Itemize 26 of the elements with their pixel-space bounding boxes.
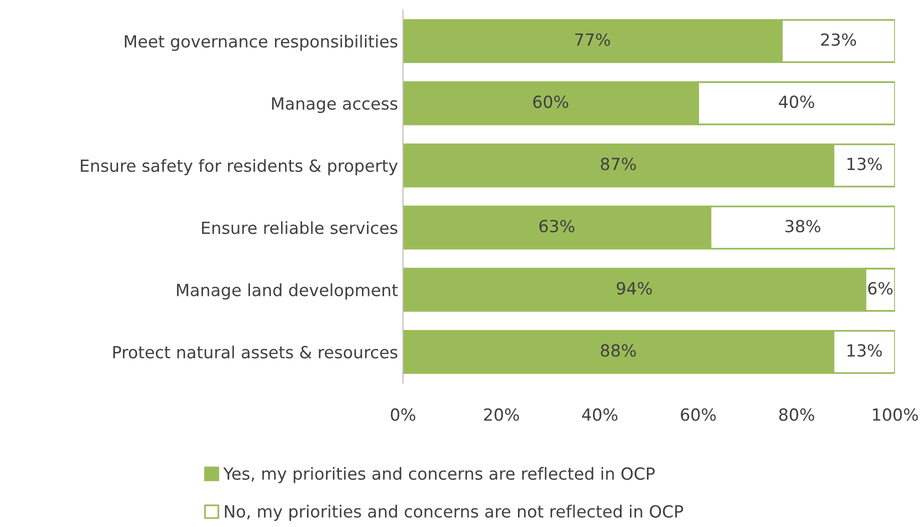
y-tick-label: Protect natural assets & resources (113, 346, 398, 358)
x-tick-label: 20% (484, 408, 519, 421)
x-tick-label: 100% (873, 408, 918, 421)
data-label: 88% (600, 344, 636, 357)
data-label: 77% (575, 33, 610, 46)
data-label: 23% (821, 33, 856, 46)
y-tick-label: Manage access (272, 97, 398, 114)
data-label: 13% (848, 158, 882, 170)
y-tick-label: Meet governance responsibilities (124, 34, 398, 51)
data-label: 94% (616, 282, 652, 295)
y-tick-label: Ensure safety for residents & property (80, 159, 398, 176)
data-label: 38% (786, 220, 820, 232)
x-tick-label: 60% (680, 408, 716, 421)
y-tick-label: Ensure reliable services (202, 221, 398, 234)
data-label: 6% (868, 282, 893, 295)
x-tick-label: 80% (779, 408, 814, 421)
data-label: 40% (778, 95, 814, 108)
x-tick-label: 40% (582, 408, 618, 421)
data-label: 60% (533, 95, 568, 108)
y-tick-label: Manage land development (177, 283, 398, 300)
data-label: 63% (539, 220, 574, 232)
legend-label: No, my priorities and concerns are not reflected in OCP (224, 504, 684, 521)
data-label: 13% (848, 344, 882, 357)
x-tick-label: 0% (390, 408, 416, 421)
legend-label: Yes, my priorities and concerns are reflected in OCP (223, 467, 655, 484)
data-label: 87% (600, 158, 636, 170)
